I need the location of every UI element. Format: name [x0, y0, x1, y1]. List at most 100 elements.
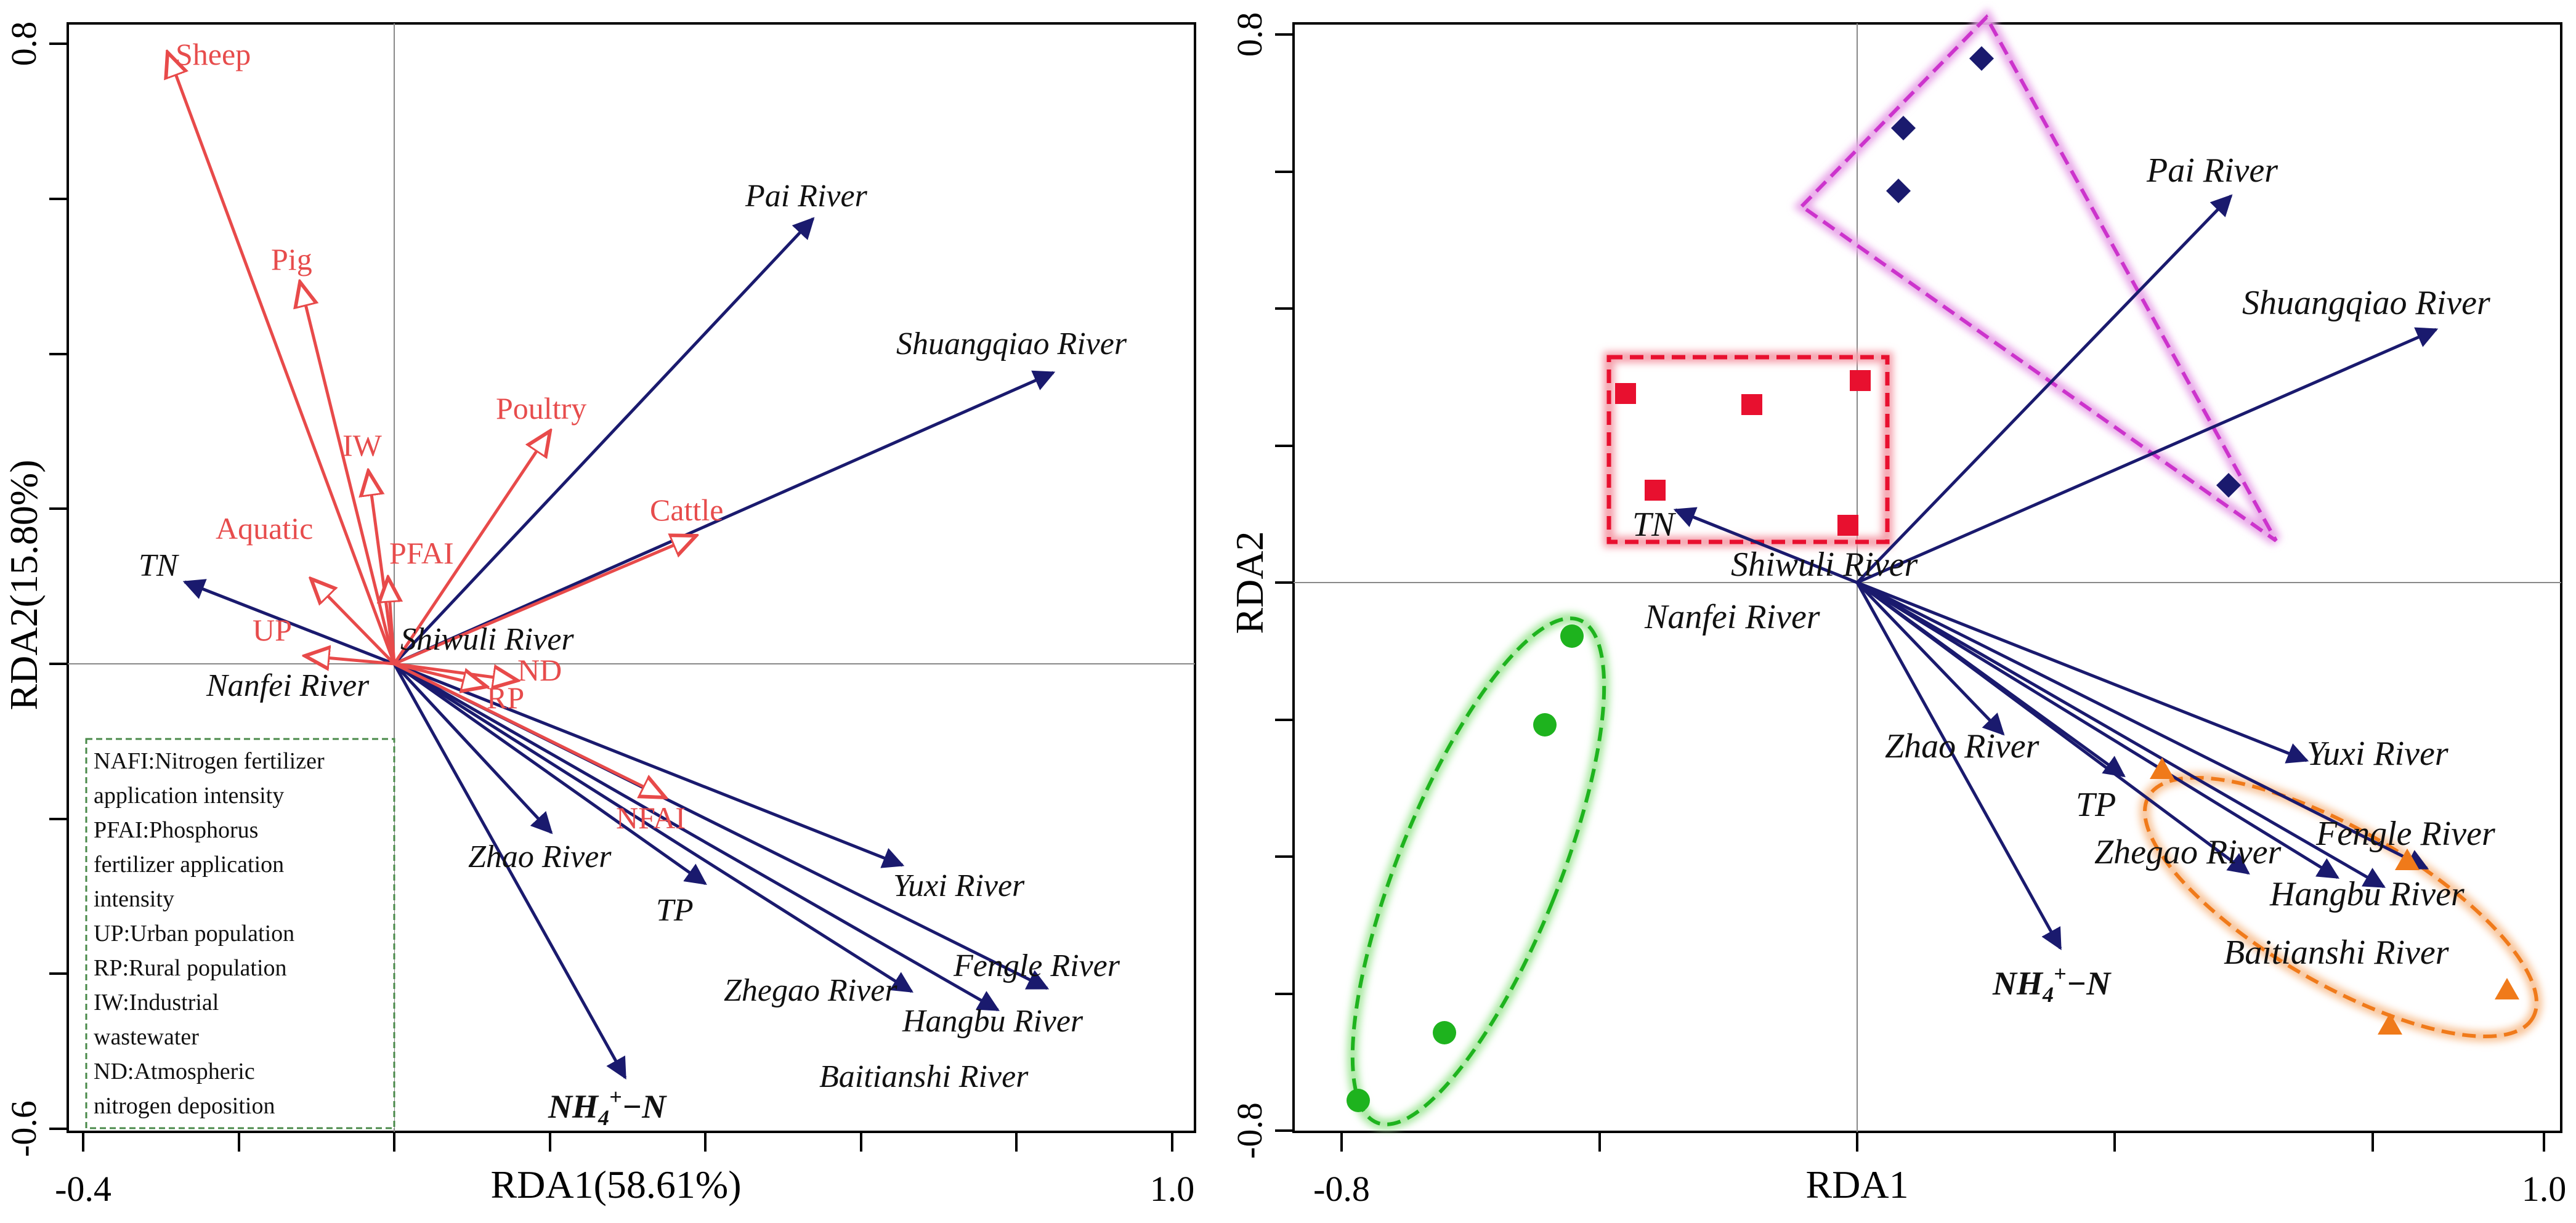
- label-fengle-river: Fengle River: [953, 948, 1120, 983]
- legend-box: NAFI:Nitrogen fertilizer application int…: [85, 738, 395, 1129]
- right-y-ticks: [1275, 33, 1294, 1132]
- label-shuangqiao-river: Shuangqiao River: [896, 326, 1127, 361]
- square-point: [1615, 383, 1636, 404]
- diamond-points: [1886, 46, 2241, 498]
- diamond-group-outline: [1799, 14, 2278, 543]
- label-nanfei-river: Nanfei River: [206, 668, 370, 703]
- r-label-fengle-river: Fengle River: [2315, 815, 2495, 853]
- right-x-axis-title: RDA1: [1805, 1163, 1908, 1206]
- arrow-shuangqiao-river: [393, 370, 1056, 666]
- label-aquatic: Aquatic: [216, 511, 313, 546]
- diamond-point: [2216, 473, 2241, 498]
- r-arrow-zhao-river: [1856, 581, 2005, 736]
- triangle-point: [2150, 757, 2174, 779]
- r-arrow-tn: [1673, 507, 1858, 584]
- square-points: [1615, 370, 1871, 536]
- right-y-tick-max: 0.8: [1229, 12, 1270, 57]
- square-point: [1837, 515, 1858, 536]
- label-tn: TN: [139, 548, 180, 583]
- label-nh4: NH4+−N: [548, 1084, 667, 1130]
- label-up: UP: [253, 613, 292, 647]
- diamond-point: [1886, 179, 1911, 203]
- legend-border: [85, 738, 395, 1129]
- right-river-arrows: [1673, 194, 2439, 951]
- label-yuxi-river: Yuxi River: [893, 868, 1025, 903]
- label-nd: ND: [517, 653, 562, 687]
- r-label-nanfei-river: Nanfei River: [1644, 598, 1820, 636]
- left-plot-frame: [67, 22, 1196, 1133]
- circle-point: [1560, 624, 1584, 648]
- r-arrow-yuxi-river: [1857, 581, 2309, 764]
- arrow-nfai: [393, 662, 665, 797]
- right-y-tick-min: -0.8: [1229, 1102, 1270, 1159]
- arrow-pig: [300, 282, 396, 664]
- legend-line-5: intensity: [94, 886, 174, 912]
- left-y-tick-min: -0.6: [4, 1100, 44, 1157]
- circle-point: [1433, 1021, 1456, 1044]
- r-label-pai-river: Pai River: [2146, 151, 2278, 190]
- triangle-point: [2395, 849, 2420, 870]
- legend-line-7: RP:Rural population: [94, 955, 287, 981]
- r-label-zhao-river: Zhao River: [1885, 727, 2039, 765]
- arrow-zhao-river: [393, 663, 553, 834]
- arrow-hangbu-river: [393, 662, 1000, 1012]
- arrow-sheep: [168, 52, 396, 664]
- legend-line-6: UP:Urban population: [94, 921, 294, 947]
- r-label-nh4: NH4+−N: [1992, 961, 2112, 1007]
- r-arrow-shuangqiao-river: [1856, 327, 2439, 584]
- label-rp: RP: [487, 680, 524, 715]
- right-x-tick-max: 1.0: [2522, 1169, 2567, 1209]
- r-label-hangbu-river: Hangbu River: [2269, 875, 2465, 913]
- r-label-tn: TN: [1632, 506, 1676, 544]
- r-label-baitianshi-river: Baitianshi River: [2224, 934, 2449, 972]
- left-x-axis-title: RDA1(58.61%): [490, 1163, 741, 1206]
- label-shiwuli-river: Shiwuli River: [400, 622, 574, 657]
- legend-line-8: IW:Industrial: [94, 990, 219, 1015]
- r-label-shuangqiao-river: Shuangqiao River: [2242, 284, 2490, 322]
- triangle-point: [2378, 1013, 2402, 1035]
- arrow-poultry: [392, 431, 550, 665]
- arrow-rp: [394, 662, 487, 687]
- r-arrow-fengle-river: [1856, 581, 2429, 870]
- arrow-nh4: [392, 663, 627, 1080]
- left-factor-arrows: [168, 52, 696, 797]
- left-y-tick-max: 0.8: [4, 22, 44, 67]
- arrow-pai-river: [393, 217, 815, 665]
- circle-point: [1347, 1089, 1370, 1112]
- arrow-aquatic: [311, 579, 395, 665]
- circle-point: [1533, 713, 1557, 737]
- arrow-yuxi-river: [394, 662, 905, 868]
- diamond-group-outline-glow: [1793, 8, 2281, 546]
- left-y-ticks: [49, 42, 68, 1130]
- diamond-point: [1969, 46, 1994, 71]
- label-tp: TP: [656, 893, 694, 928]
- label-zhao-river: Zhao River: [468, 839, 612, 874]
- arrow-baitianshi-river: [393, 662, 913, 993]
- legend-line-10: ND:Atmospheric: [94, 1059, 255, 1084]
- label-pai-river: Pai River: [745, 179, 868, 214]
- circle-group-outline-glow: [1347, 613, 1610, 1130]
- arrow-iw: [368, 471, 396, 664]
- right-x-tick-min: -0.8: [1313, 1169, 1370, 1209]
- square-group-outline: [1606, 355, 1890, 544]
- r-label-shiwuli-river: Shiwuli River: [1731, 546, 1918, 584]
- arrow-nd: [394, 662, 517, 680]
- right-x-ticks: [1340, 1132, 2545, 1152]
- legend-line-3: PFAI:Phosphorus: [94, 817, 258, 843]
- legend-line-4: fertilizer application: [94, 852, 284, 878]
- legend-line-1: NAFI:Nitrogen fertilizer: [94, 748, 325, 774]
- diamond-point: [1891, 116, 1916, 140]
- square-point: [1645, 480, 1666, 501]
- arrow-cattle: [394, 536, 696, 666]
- legend-line-11: nitrogen deposition: [94, 1093, 275, 1119]
- left-x-ticks: [82, 1132, 1173, 1152]
- label-hangbu-river: Hangbu River: [902, 1004, 1083, 1039]
- right-rda-plot: -0.8 1.0 0.8 -0.8 RDA1 RDA2: [1228, 8, 2567, 1209]
- left-x-tick-min: -0.4: [55, 1169, 111, 1209]
- label-pig: Pig: [271, 242, 312, 276]
- arrow-tp: [393, 662, 707, 886]
- circle-points: [1347, 624, 1584, 1112]
- r-label-tp: TP: [2076, 786, 2116, 824]
- right-y-axis-title: RDA2: [1228, 531, 1271, 634]
